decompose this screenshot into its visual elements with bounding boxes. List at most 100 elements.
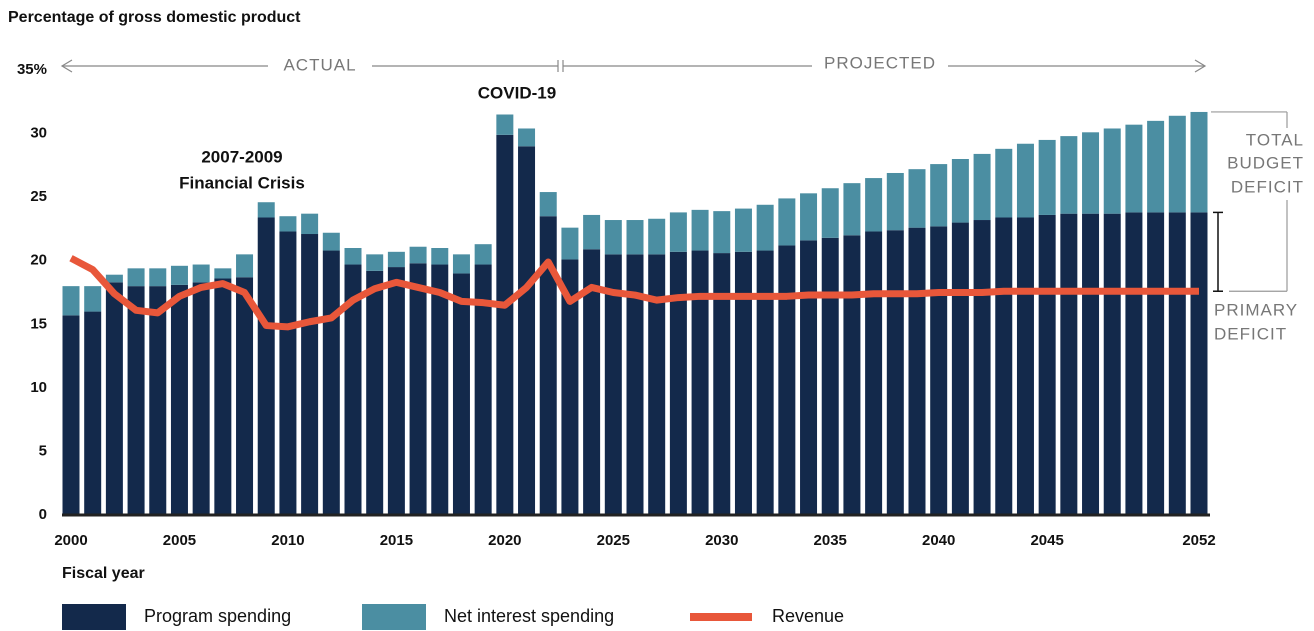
annotation: TOTAL <box>1246 130 1304 149</box>
bar <box>1168 115 1186 213</box>
bar <box>474 264 492 515</box>
bar <box>821 237 839 516</box>
x-tick-label: 2025 <box>597 532 630 549</box>
x-axis-title: Fiscal year <box>62 565 145 582</box>
annotation: DEFICIT <box>1214 324 1287 343</box>
bar <box>1190 111 1208 213</box>
bar <box>951 222 969 516</box>
bar <box>973 220 991 515</box>
legend-swatch <box>690 613 752 621</box>
bar <box>496 114 514 135</box>
bar <box>995 217 1013 515</box>
bar <box>518 146 536 516</box>
annotation: PROJECTED <box>824 53 936 72</box>
bar <box>648 218 666 255</box>
bar <box>648 254 666 515</box>
bar <box>322 250 340 516</box>
bar <box>62 286 80 316</box>
bar <box>149 286 167 515</box>
bar <box>1038 214 1056 515</box>
bar <box>518 128 536 147</box>
bar <box>301 213 319 235</box>
bar <box>84 311 102 515</box>
bar <box>1147 212 1165 515</box>
bar <box>1016 217 1034 515</box>
bar <box>170 265 188 285</box>
bar <box>713 211 731 254</box>
bar <box>626 220 644 255</box>
bar <box>322 232 340 251</box>
bar <box>214 278 232 515</box>
bar <box>344 264 362 515</box>
bar <box>1060 213 1078 515</box>
bar <box>170 284 188 515</box>
x-tick-label: 2000 <box>54 532 87 549</box>
bar <box>865 231 883 515</box>
bar <box>105 274 123 283</box>
y-tick-label: 20 <box>30 252 47 269</box>
bar <box>865 178 883 232</box>
bar <box>301 234 319 515</box>
bar <box>344 248 362 265</box>
bar <box>192 264 210 283</box>
bar <box>127 268 145 287</box>
bar <box>1125 124 1143 213</box>
bar <box>930 226 948 515</box>
line <box>69 255 1199 331</box>
bar <box>409 263 427 515</box>
bar <box>1060 136 1078 214</box>
bar <box>995 148 1013 218</box>
x-tick-label: 2010 <box>271 532 304 549</box>
x-tick-label: 2020 <box>488 532 521 549</box>
bar <box>105 282 123 515</box>
annotation: 2007-2009 <box>201 147 282 166</box>
bar <box>951 159 969 223</box>
bar <box>691 250 709 516</box>
bar <box>561 259 579 515</box>
bar <box>1038 139 1056 215</box>
bar <box>800 240 818 515</box>
bar <box>366 254 384 271</box>
bar <box>604 220 622 255</box>
bar <box>734 208 752 252</box>
bar <box>539 192 557 217</box>
bar <box>1016 143 1034 218</box>
y-axis-title: Percentage of gross domestic product <box>8 9 301 26</box>
bar <box>778 245 796 515</box>
y-tick-label: 35% <box>17 61 47 78</box>
bar <box>257 202 275 218</box>
x-tick-label: 2040 <box>922 532 955 549</box>
y-tick-label: 30 <box>30 125 47 142</box>
bar <box>843 235 861 516</box>
bar <box>973 153 991 221</box>
bar <box>669 251 687 516</box>
bar <box>583 214 601 250</box>
bar <box>604 254 622 515</box>
legend-swatch <box>362 604 426 630</box>
annotation: PRIMARY <box>1214 300 1298 319</box>
bar <box>1103 128 1121 214</box>
bar <box>127 286 145 515</box>
x-tick-label: 2045 <box>1030 532 1063 549</box>
bar <box>409 246 427 264</box>
legend-swatch <box>62 604 126 630</box>
bar <box>236 277 254 515</box>
annotation: BUDGET <box>1227 153 1304 172</box>
legend-label: Revenue <box>772 606 844 626</box>
bar <box>279 231 297 515</box>
bar <box>452 254 470 274</box>
bar <box>1147 120 1165 213</box>
bar <box>800 193 818 241</box>
bar <box>669 212 687 252</box>
bar <box>62 315 80 515</box>
annotation: DEFICIT <box>1231 177 1304 196</box>
y-tick-label: 5 <box>39 442 47 459</box>
x-tick-label: 2052 <box>1182 532 1215 549</box>
bar <box>561 227 579 260</box>
x-tick-label: 2030 <box>705 532 738 549</box>
bar <box>236 254 254 278</box>
bar <box>843 183 861 236</box>
bar <box>908 227 926 515</box>
bar <box>84 286 102 312</box>
bar <box>626 254 644 515</box>
